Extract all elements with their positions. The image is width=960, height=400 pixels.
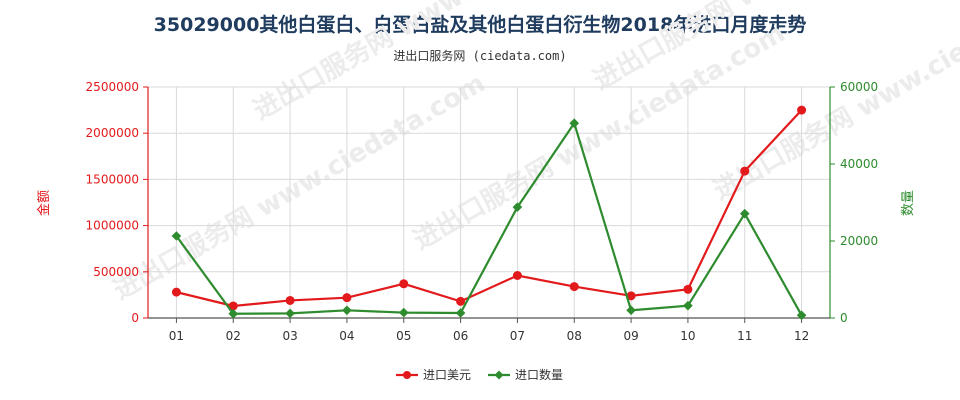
legend-label: 进口数量 bbox=[515, 367, 563, 382]
left-axis-tick-label: 2500000 bbox=[86, 80, 139, 94]
x-axis-tick-label: 09 bbox=[623, 329, 638, 343]
legend-swatch-marker bbox=[403, 371, 411, 379]
series-2-point bbox=[342, 305, 352, 316]
left-axis-tick-label: 2000000 bbox=[86, 126, 139, 140]
chart-title: 35029000其他白蛋白、白蛋白盐及其他白蛋白衍生物2018年进口月度走势 bbox=[153, 14, 807, 36]
series-2-point bbox=[398, 307, 409, 318]
series-1-point bbox=[740, 166, 750, 176]
watermark-text: 进出口服务网 www.ciedata.com bbox=[409, 18, 791, 256]
series-1-point bbox=[456, 296, 466, 306]
x-axis-tick-label: 03 bbox=[282, 329, 297, 343]
right-axis-tick-label: 0 bbox=[840, 311, 848, 325]
x-axis-tick-label: 01 bbox=[169, 329, 184, 343]
legend-label: 进口美元 bbox=[423, 368, 471, 382]
left-axis-tick-label: 1500000 bbox=[86, 172, 139, 186]
series-1-point bbox=[512, 270, 522, 280]
series-2-point bbox=[512, 202, 523, 212]
series-layer bbox=[171, 105, 807, 321]
right-axis-tick-label: 40000 bbox=[840, 157, 878, 171]
left-axis-tick-label: 500000 bbox=[93, 265, 139, 279]
series-1-point bbox=[683, 284, 693, 294]
series-1-point bbox=[626, 291, 636, 301]
series-2-point bbox=[569, 118, 580, 128]
right-axis-tick-label: 20000 bbox=[840, 234, 878, 248]
series-1-point bbox=[171, 287, 181, 297]
right-axis-tick-label: 60000 bbox=[840, 80, 878, 94]
x-axis-tick-label: 02 bbox=[226, 329, 241, 343]
series-1-point bbox=[342, 293, 352, 303]
series-2-point bbox=[455, 308, 466, 318]
x-axis-tick-label: 06 bbox=[453, 329, 468, 343]
series-2-point bbox=[796, 310, 807, 321]
right-axis-title: 数量 bbox=[901, 190, 916, 216]
x-axis-tick-label: 11 bbox=[737, 329, 752, 343]
left-axis-tick-label: 0 bbox=[131, 311, 139, 325]
series-1-point bbox=[797, 105, 807, 115]
series-line-2 bbox=[175, 120, 803, 316]
series-2-point bbox=[739, 208, 750, 219]
x-axis-tick-label: 12 bbox=[794, 329, 809, 343]
series-2-point bbox=[683, 300, 693, 311]
series-2-point bbox=[228, 308, 239, 319]
series-1-point bbox=[228, 301, 238, 311]
x-axis-tick-label: 08 bbox=[567, 329, 582, 343]
series-line-1 bbox=[176, 109, 803, 308]
x-axis-tick-label: 07 bbox=[510, 329, 525, 343]
x-axis-tick-label: 10 bbox=[680, 329, 695, 343]
x-axis-tick-label: 05 bbox=[396, 329, 411, 343]
chart-subtitle: 进出口服务网 (ciedata.com) bbox=[393, 49, 567, 63]
series-1-point bbox=[399, 279, 409, 289]
series-1-point bbox=[285, 295, 295, 305]
legend-swatch-marker bbox=[494, 370, 504, 380]
series-2-point bbox=[626, 305, 636, 316]
left-axis-title: 金额 bbox=[36, 190, 52, 216]
x-axis-tick-label: 04 bbox=[339, 329, 354, 343]
legend: 进口美元 进口数量 bbox=[396, 367, 563, 382]
series-2-point bbox=[285, 308, 295, 319]
series-1-point bbox=[569, 282, 579, 292]
series-2-point bbox=[171, 231, 182, 241]
left-axis-tick-label: 1000000 bbox=[86, 219, 139, 233]
